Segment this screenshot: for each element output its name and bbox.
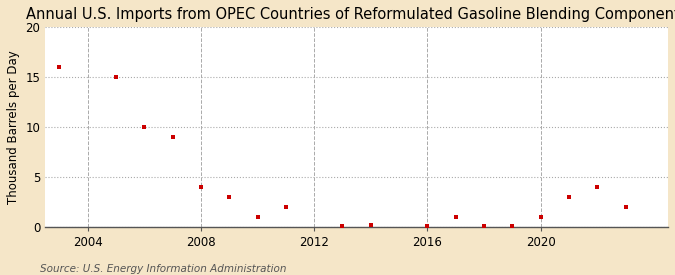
Point [111, 75, 122, 79]
Title: Annual U.S. Imports from OPEC Countries of Reformulated Gasoline Blending Compon: Annual U.S. Imports from OPEC Countries … [26, 7, 675, 22]
Point [224, 195, 235, 199]
Point [479, 224, 489, 228]
Point [167, 135, 178, 139]
Point [422, 224, 433, 229]
Text: Source: U.S. Energy Information Administration: Source: U.S. Energy Information Administ… [40, 264, 287, 274]
Point [252, 214, 263, 219]
Point [620, 205, 631, 209]
Point [450, 214, 461, 219]
Point [564, 195, 574, 199]
Point [281, 205, 292, 209]
Point [139, 125, 150, 129]
Point [535, 214, 546, 219]
Point [337, 224, 348, 229]
Point [196, 185, 207, 189]
Point [54, 65, 65, 69]
Point [507, 224, 518, 229]
Point [592, 185, 603, 189]
Y-axis label: Thousand Barrels per Day: Thousand Barrels per Day [7, 50, 20, 204]
Point [365, 222, 376, 227]
